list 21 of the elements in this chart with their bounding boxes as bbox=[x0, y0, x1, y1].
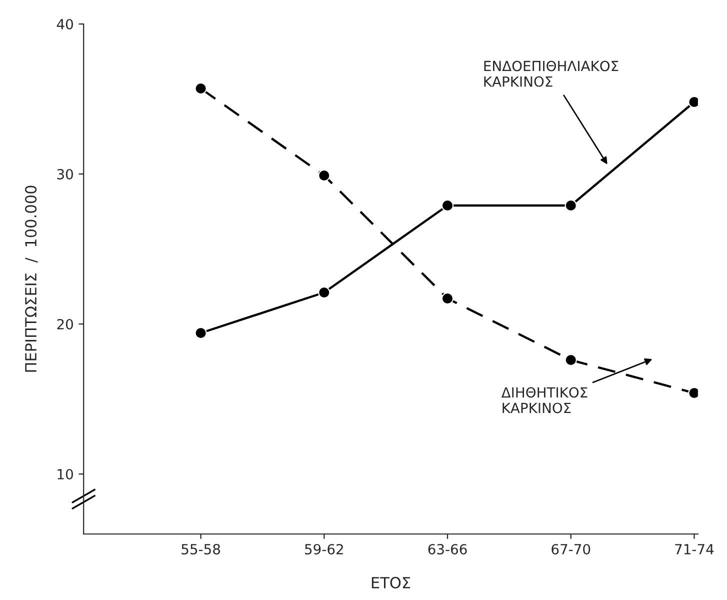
point bbox=[564, 199, 577, 212]
point bbox=[318, 169, 330, 182]
y-tick-label: 20 bbox=[57, 318, 73, 330]
point bbox=[441, 292, 454, 305]
text: ΕΝΔΟΕΠΙΘΗΛΙΑΚΟΣ ΚΑΡΚΙΝΟΣ bbox=[484, 60, 618, 87]
x-tick-label: 59-62 bbox=[305, 544, 343, 554]
point bbox=[318, 286, 330, 299]
x-axis-title: ΕΤΟΣ bbox=[372, 576, 410, 588]
point bbox=[564, 354, 577, 366]
point bbox=[194, 82, 207, 95]
x-tick-label: 71-74 bbox=[675, 544, 714, 554]
x-tick-label: 67-70 bbox=[552, 544, 590, 554]
y-tick-label: 40 bbox=[56, 18, 73, 30]
point bbox=[194, 326, 207, 340]
y-tick-label: 30 bbox=[57, 168, 73, 180]
point bbox=[441, 199, 454, 212]
y-axis-title: ΠΕΡΙΠΤΩΣΕΙΣ / 100.000 bbox=[25, 186, 38, 372]
x-tick-label: 55-58 bbox=[182, 544, 220, 554]
x-tick-label: 63-66 bbox=[428, 544, 467, 554]
y-tick-label: 10 bbox=[58, 468, 73, 480]
series-label: ΔΙΗΘΗΤΙΚΟΣ ΚΑΡΚΙΝΟΣ bbox=[501, 387, 588, 414]
